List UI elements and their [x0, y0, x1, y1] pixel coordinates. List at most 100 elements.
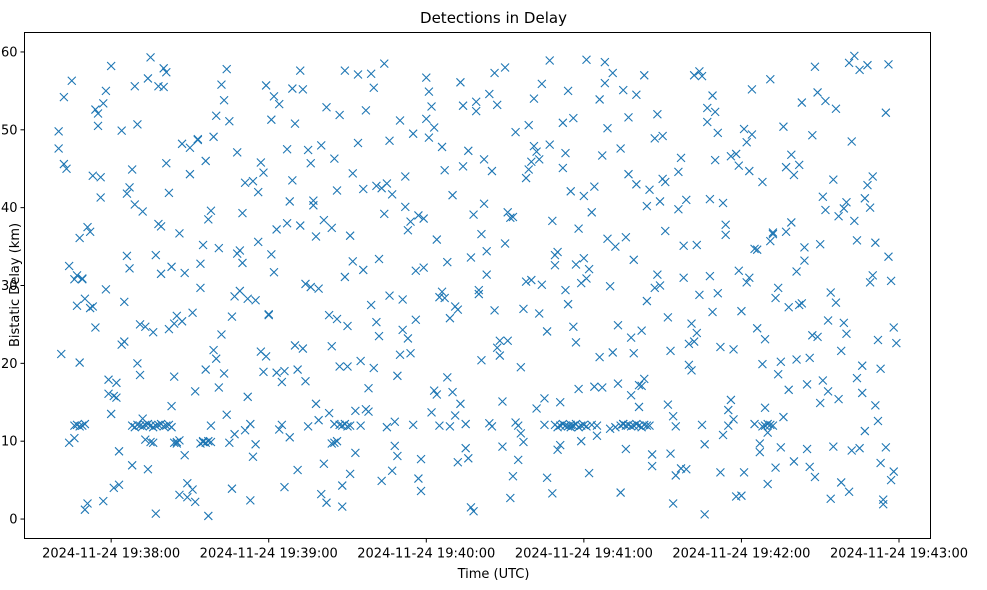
data-point	[463, 146, 473, 156]
data-point	[868, 172, 878, 181]
data-point	[521, 173, 531, 183]
data-point	[408, 420, 418, 430]
data-point	[763, 479, 773, 489]
data-point	[395, 116, 405, 125]
data-point	[645, 185, 654, 195]
data-point	[692, 328, 702, 338]
data-point	[314, 284, 324, 294]
data-point	[647, 450, 657, 459]
data-point	[303, 422, 313, 431]
x-axis-label: Time (UTC)	[457, 567, 530, 582]
data-point	[203, 214, 213, 224]
data-point	[340, 66, 350, 76]
data-point	[85, 303, 95, 313]
data-point	[80, 419, 90, 429]
data-point	[479, 199, 489, 209]
data-point	[127, 460, 137, 470]
data-point	[114, 446, 124, 456]
data-point	[469, 210, 478, 220]
data-point	[361, 404, 371, 414]
data-point	[721, 220, 731, 230]
data-point	[789, 170, 799, 180]
data-point	[516, 429, 526, 438]
data-point	[587, 207, 597, 217]
data-point	[269, 267, 279, 277]
data-point	[574, 422, 583, 432]
data-point	[419, 263, 429, 272]
data-point	[870, 400, 880, 410]
data-point	[469, 506, 478, 516]
data-point	[889, 467, 899, 476]
data-point	[723, 405, 733, 415]
data-point	[343, 321, 352, 331]
data-point	[253, 237, 263, 247]
data-point	[608, 348, 618, 357]
data-point	[542, 327, 552, 336]
data-point	[521, 277, 531, 286]
data-point	[133, 420, 142, 430]
data-point	[91, 105, 100, 114]
scatter-points	[54, 51, 901, 521]
data-point	[797, 98, 807, 107]
data-point	[106, 61, 116, 71]
data-point	[177, 316, 187, 326]
data-point	[550, 260, 560, 270]
data-point	[230, 429, 239, 439]
data-point	[582, 55, 591, 65]
data-point	[758, 177, 767, 187]
data-point	[679, 241, 689, 251]
data-point	[206, 206, 216, 216]
data-point	[884, 252, 893, 262]
data-point	[59, 159, 69, 169]
data-point	[568, 113, 578, 123]
data-point	[101, 86, 111, 96]
data-point	[674, 204, 683, 214]
data-point	[705, 271, 715, 281]
data-point	[59, 92, 69, 102]
data-point	[180, 450, 190, 460]
data-point	[550, 250, 560, 260]
y-tick-label: 30	[1, 279, 18, 294]
data-point	[169, 438, 179, 448]
data-point	[592, 431, 602, 441]
data-point	[143, 74, 153, 83]
data-point	[773, 283, 783, 293]
data-point	[826, 494, 836, 504]
data-point	[768, 228, 778, 237]
data-point	[361, 105, 371, 115]
data-point	[337, 481, 347, 490]
data-point	[839, 204, 849, 213]
data-point	[427, 102, 436, 111]
data-point	[96, 193, 106, 202]
data-point	[547, 216, 557, 226]
data-point	[631, 179, 641, 189]
data-point	[198, 240, 208, 250]
data-point	[238, 208, 247, 218]
data-point	[301, 279, 310, 289]
data-point	[217, 330, 226, 339]
data-point	[146, 53, 155, 62]
data-point	[471, 106, 481, 116]
data-point	[729, 344, 738, 354]
data-point	[287, 84, 297, 93]
data-point	[639, 420, 649, 430]
data-point	[214, 383, 224, 392]
data-point	[831, 298, 841, 308]
data-point	[379, 209, 389, 219]
data-point	[442, 257, 452, 267]
data-point	[773, 369, 783, 379]
data-point	[802, 379, 812, 389]
data-point	[891, 338, 901, 348]
data-point	[222, 64, 232, 74]
data-point	[700, 509, 710, 519]
data-point	[67, 76, 77, 86]
data-point	[133, 358, 142, 368]
data-point	[842, 197, 851, 207]
data-point	[256, 158, 266, 167]
data-point	[369, 363, 379, 373]
data-point	[345, 231, 355, 241]
data-point	[642, 296, 652, 306]
data-point	[206, 421, 216, 431]
data-point	[177, 139, 187, 149]
